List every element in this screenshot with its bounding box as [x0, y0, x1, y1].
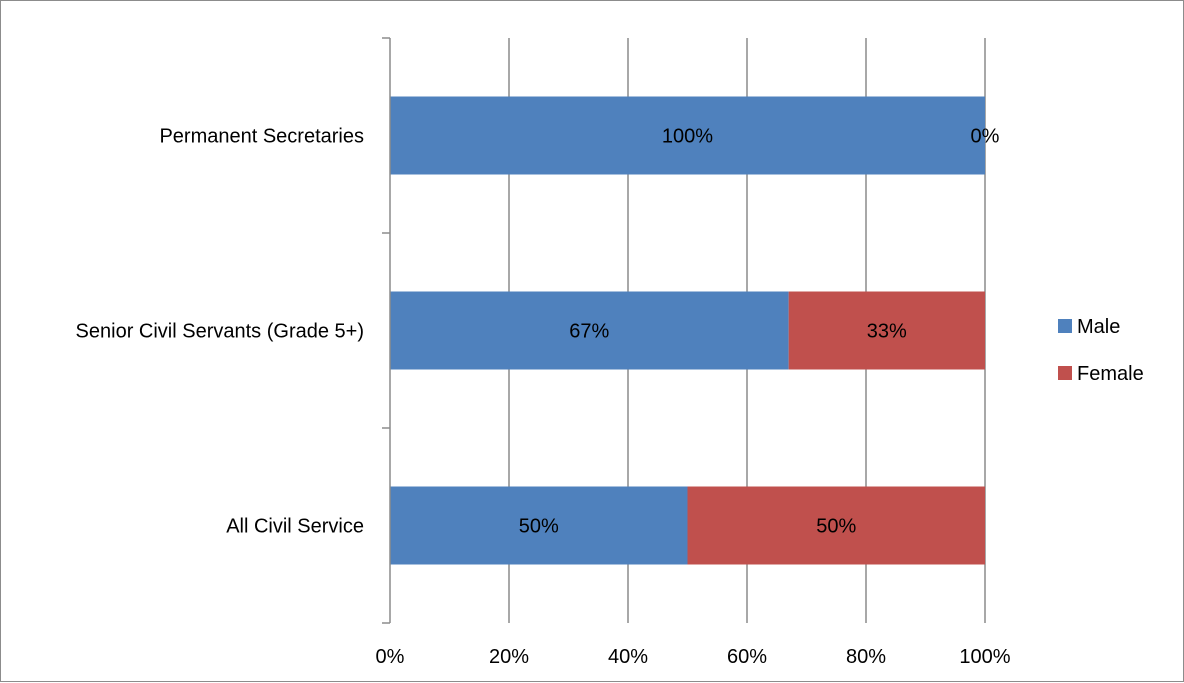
bar-segment-male — [390, 96, 985, 175]
bar-segment-female — [687, 486, 985, 565]
category-axis — [382, 37, 391, 624]
category-label: Senior Civil Servants (Grade 5+) — [76, 321, 364, 343]
bar-segment-male — [390, 291, 789, 370]
bars — [390, 96, 985, 565]
x-tick-label: 0% — [376, 646, 405, 668]
data-label: 0% — [971, 126, 1000, 148]
data-label: 50% — [519, 516, 559, 538]
legend-swatch-female — [1058, 366, 1072, 380]
x-tick-label: 40% — [608, 646, 648, 668]
legend: Male Female — [1058, 316, 1144, 385]
category-label: Permanent Secretaries — [159, 126, 364, 148]
legend-label: Male — [1077, 316, 1120, 338]
x-tick-label: 100% — [959, 646, 1010, 668]
x-tick-label: 20% — [489, 646, 529, 668]
data-labels: 100% 0% 67% 33% 50% 50% — [519, 126, 1000, 538]
category-label: All Civil Service — [226, 516, 364, 538]
data-label: 67% — [569, 321, 609, 343]
data-label: 100% — [662, 126, 713, 148]
data-label: 50% — [816, 516, 856, 538]
data-label: 33% — [867, 321, 907, 343]
bar-segment-male — [390, 486, 688, 565]
x-tick-label: 80% — [846, 646, 886, 668]
legend-label: Female — [1077, 363, 1144, 385]
category-labels: Permanent Secretaries Senior Civil Servan… — [76, 126, 364, 538]
x-tick-labels: 0% 20% 40% 60% 80% 100% — [376, 646, 1011, 668]
x-tick-label: 60% — [727, 646, 767, 668]
bar-segment-female — [788, 291, 985, 370]
legend-swatch-male — [1058, 319, 1072, 333]
